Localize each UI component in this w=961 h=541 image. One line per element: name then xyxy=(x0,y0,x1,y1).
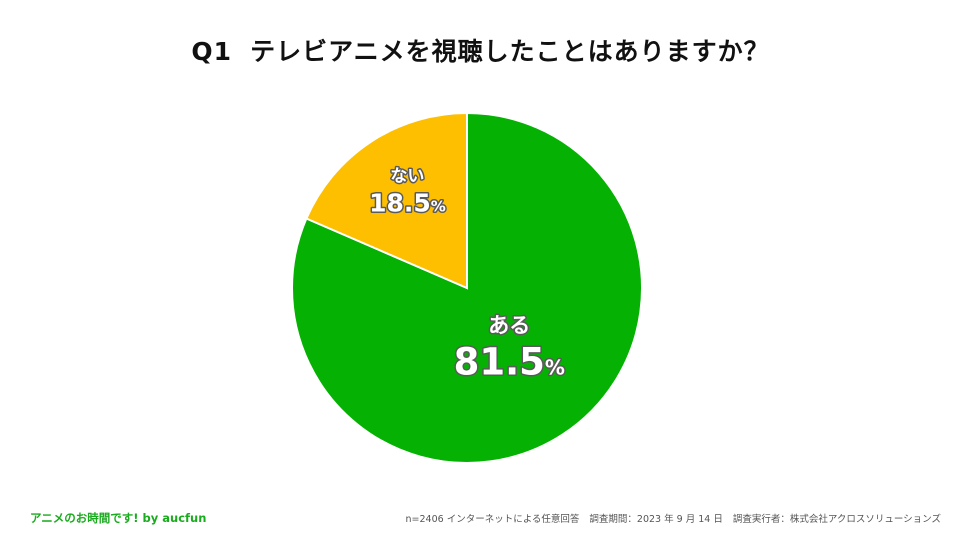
slice-category-label: ない xyxy=(390,166,424,186)
footnote-period: 調査期間：2023 年 9 月 14 日 xyxy=(589,514,723,525)
pie-slice-2 xyxy=(305,111,468,290)
slice-value-label: 18.5% xyxy=(369,188,446,217)
survey-footnote: n=2406 インターネットによる任意回答 調査期間：2023 年 9 月 14 … xyxy=(406,511,941,525)
question-number: Q1 xyxy=(191,37,233,66)
footnote-sample: n=2406 インターネットによる任意回答 xyxy=(405,514,580,525)
slice-value-label: 81.5% xyxy=(454,340,565,383)
chart-title: Q1 テレビアニメを視聴したことはありますか？ xyxy=(0,32,961,68)
slice-category-label: ある xyxy=(488,313,530,337)
brand-credit: アニメのお時間です! by aucfun xyxy=(30,511,207,525)
footnote-conductor: 調査実行者：株式会社アクロスソリューションズ xyxy=(732,514,941,525)
question-text: テレビアニメを視聴したことはありますか？ xyxy=(250,37,770,66)
